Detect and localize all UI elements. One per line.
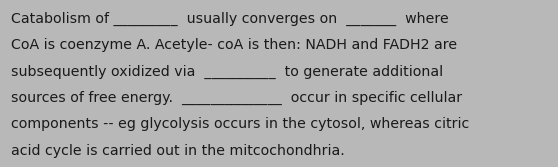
Text: components -- eg glycolysis occurs in the cytosol, whereas citric: components -- eg glycolysis occurs in th… xyxy=(11,117,469,131)
Text: CoA is coenzyme A. Acetyle- coA is then: NADH and FADH2 are: CoA is coenzyme A. Acetyle- coA is then:… xyxy=(11,38,458,52)
Text: subsequently oxidized via  __________  to generate additional: subsequently oxidized via __________ to … xyxy=(11,64,443,79)
Text: sources of free energy.  ______________  occur in specific cellular: sources of free energy. ______________ o… xyxy=(11,91,462,105)
Text: Catabolism of _________  usually converges on  _______  where: Catabolism of _________ usually converge… xyxy=(11,12,449,26)
Text: acid cycle is carried out in the mitcochondhria.: acid cycle is carried out in the mitcoch… xyxy=(11,144,345,158)
